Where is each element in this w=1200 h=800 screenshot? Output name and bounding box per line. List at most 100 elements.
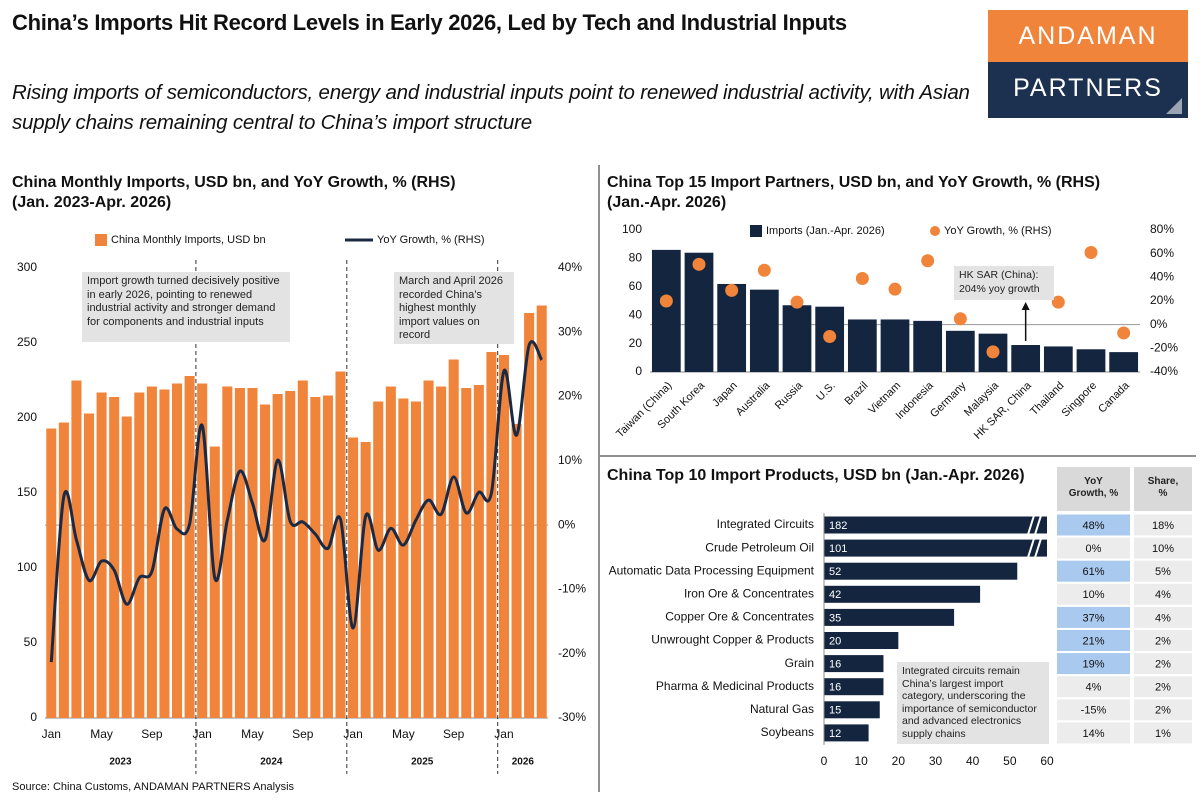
- x-tick-label: 10: [854, 754, 868, 768]
- y-tick-label: 100: [17, 560, 37, 574]
- category-label: Unwrought Copper & Products: [651, 633, 814, 647]
- data-label: 20: [829, 635, 841, 647]
- x-tick-label: May: [90, 727, 113, 741]
- y-tick-label: 20: [629, 336, 643, 350]
- bar: [717, 283, 747, 372]
- x-tick-label: U.S.: [814, 380, 838, 404]
- bar: [498, 355, 510, 718]
- data-label: 16: [829, 659, 841, 671]
- x-tick-label: HK SAR, China: [972, 379, 1035, 442]
- y-tick-label: 300: [17, 260, 37, 274]
- logo-corner: [1166, 98, 1182, 114]
- bar: [1043, 346, 1073, 372]
- x-tick-label: Sep: [443, 727, 465, 741]
- y-tick-label: 80: [629, 251, 643, 265]
- y-tick-label: 60: [629, 279, 643, 293]
- bar: [782, 305, 812, 372]
- data-label: 42: [829, 589, 841, 601]
- y2-tick-label: -20%: [558, 646, 586, 660]
- bar: [58, 422, 69, 718]
- y2-tick-label: -40%: [1150, 364, 1178, 378]
- y-tick-label: 0: [635, 364, 642, 378]
- bar: [272, 394, 283, 718]
- table-cell: [1057, 653, 1130, 675]
- bar: [824, 678, 884, 696]
- dot: [823, 330, 837, 343]
- x-tick-label: 0: [821, 754, 828, 768]
- bar: [335, 371, 346, 718]
- x-tick-label: Jan: [193, 727, 212, 741]
- logo-text: PARTNERS: [1013, 74, 1163, 102]
- bar: [511, 424, 522, 718]
- bar: [385, 386, 396, 718]
- x-tick-label: Russia: [773, 379, 806, 412]
- category-label: Soybeans: [761, 725, 814, 739]
- x-tick-label: Japan: [710, 380, 740, 410]
- bar: [96, 392, 107, 718]
- data-label: 182: [829, 520, 847, 532]
- y2-tick-label: -30%: [558, 710, 586, 724]
- category-label: Crude Petroleum Oil: [705, 540, 814, 554]
- table-cell-text: -15%: [1081, 705, 1107, 717]
- dot: [790, 295, 804, 309]
- chart-title: China Monthly Imports, USD bn, and YoY G…: [12, 174, 456, 191]
- bar: [1076, 349, 1106, 372]
- bar: [824, 701, 880, 719]
- bar: [146, 386, 157, 718]
- table-cell: [1057, 583, 1130, 605]
- table-cell: [1134, 583, 1192, 605]
- table-cell: [1057, 606, 1130, 628]
- bar: [322, 395, 333, 718]
- x-tick-label: 60: [1040, 754, 1054, 768]
- bar: [448, 359, 459, 718]
- table-cell-text: 2%: [1155, 705, 1171, 717]
- x-tick-label: Australia: [734, 379, 773, 418]
- table-cell: [1134, 537, 1192, 559]
- bar: [134, 392, 145, 718]
- dot: [1084, 245, 1098, 259]
- y-tick-label: 150: [17, 485, 37, 499]
- bar: [410, 401, 421, 718]
- axis-break: [1027, 515, 1035, 535]
- data-label: 15: [829, 705, 841, 717]
- table-cell: [1134, 676, 1192, 698]
- bar: [824, 632, 899, 649]
- table-cell: [1057, 630, 1130, 651]
- bar: [749, 289, 779, 372]
- bar: [524, 313, 535, 718]
- bar: [159, 389, 170, 718]
- bar: [373, 401, 384, 718]
- table-cell-text: 19%: [1082, 659, 1104, 671]
- data-label: 12: [829, 728, 841, 740]
- annotation: HK SAR (China): 204% yoy growth: [954, 266, 1054, 300]
- table-cell: [1057, 699, 1130, 721]
- table-cell-text: 61%: [1082, 566, 1104, 578]
- table-cell-text: 10%: [1152, 543, 1174, 555]
- table-cell-text: 48%: [1082, 520, 1104, 532]
- legend-label: YoY Growth, % (RHS): [377, 234, 485, 246]
- x-tick-label: Canada: [1096, 379, 1132, 415]
- bar: [473, 385, 484, 718]
- dot: [986, 345, 1000, 359]
- table-cell-text: 2%: [1155, 635, 1171, 647]
- bar: [824, 539, 1047, 557]
- dot: [725, 283, 739, 297]
- x-tick-label: May: [392, 727, 415, 741]
- x-tick-label: Taiwan (China): [614, 380, 674, 440]
- y-tick-label: 200: [17, 410, 37, 424]
- dot: [692, 257, 706, 271]
- page-subtitle: Rising imports of semiconductors, energy…: [12, 81, 970, 134]
- bar: [109, 397, 120, 718]
- category-label: Integrated Circuits: [717, 517, 814, 531]
- table-cell: [1134, 653, 1192, 675]
- table-header: YoY Growth, %: [1068, 476, 1119, 499]
- bar: [824, 516, 1047, 534]
- dot: [1117, 326, 1131, 340]
- table-cell-text: 1%: [1155, 728, 1171, 740]
- bar: [536, 305, 547, 718]
- data-label: 101: [829, 543, 847, 555]
- table-cell: [1134, 722, 1192, 744]
- axis-break: [1027, 538, 1035, 558]
- y2-tick-label: 0%: [1150, 317, 1168, 331]
- bar: [824, 608, 955, 626]
